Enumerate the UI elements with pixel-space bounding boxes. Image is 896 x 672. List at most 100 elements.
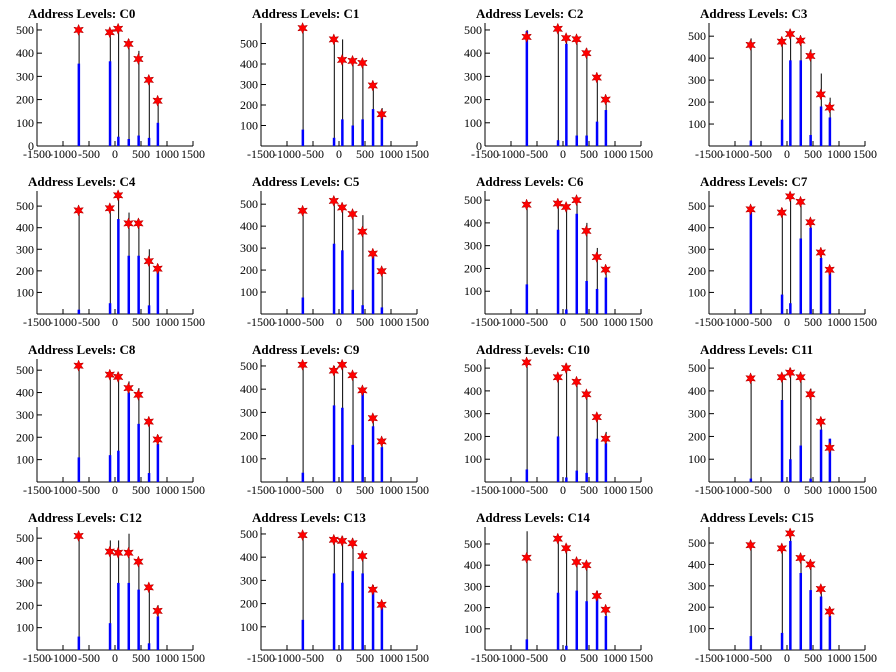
bar <box>301 129 305 146</box>
star-marker <box>367 412 379 425</box>
y-tick-label: 300 <box>16 408 34 422</box>
x-tick-label: 1000 <box>827 483 851 497</box>
star-marker <box>560 31 572 45</box>
bar <box>565 309 568 314</box>
bar <box>77 63 81 147</box>
star-marker <box>73 23 84 37</box>
x-tick-label: 1500 <box>405 315 429 329</box>
x-tick-label: 500 <box>804 315 822 329</box>
x-tick-label: -500 <box>526 315 548 329</box>
star-marker <box>571 375 582 388</box>
x-tick-label: 1500 <box>853 315 877 329</box>
y-tick-label: 100 <box>16 453 34 467</box>
y-tick-label: 500 <box>240 197 258 211</box>
y-tick-label: 100 <box>240 285 258 299</box>
x-tick-label: -1000 <box>721 147 749 161</box>
bar <box>565 645 568 650</box>
bar <box>127 255 131 314</box>
star-marker <box>336 53 348 67</box>
bar <box>828 117 832 146</box>
y-tick-label: 500 <box>240 527 258 541</box>
star-marker <box>143 254 155 268</box>
y-tick-label: 400 <box>464 384 482 398</box>
chart-title: Address Levels: C12 <box>28 510 142 525</box>
x-tick-label: -1500 <box>471 651 499 665</box>
y-tick-label: 100 <box>688 117 706 131</box>
chart-svg: 0 100 200 300 400 500 -1500-1000 -500 0 500 1000 15… <box>16 22 205 161</box>
x-tick-label: 1500 <box>629 315 653 329</box>
x-tick-label: -1000 <box>497 315 525 329</box>
chart-svg: 100 200 300 400 500 -1500-1000 -500 0 500 1000 150… <box>688 23 877 161</box>
y-tick-label: 200 <box>688 600 706 614</box>
bar <box>117 582 120 650</box>
y-tick-label: 500 <box>688 29 706 43</box>
x-tick-label: 0 <box>560 483 566 497</box>
bar <box>828 273 832 314</box>
x-tick-label: 0 <box>784 315 790 329</box>
x-tick-label: 0 <box>336 315 342 329</box>
y-tick-label: 100 <box>688 285 706 299</box>
y-tick-label: 0 <box>28 139 34 153</box>
star-marker <box>581 224 592 238</box>
y-tick-label: 200 <box>240 263 258 277</box>
bar <box>780 400 784 482</box>
bar <box>525 31 529 146</box>
bar <box>147 305 151 314</box>
bar <box>809 590 812 650</box>
y-tick-label: 100 <box>464 622 482 636</box>
x-tick-label: -1500 <box>695 651 723 665</box>
star-marker <box>328 533 340 546</box>
x-tick-label: 0 <box>784 147 790 161</box>
x-tick-label: -500 <box>78 315 100 329</box>
chart-svg: 100 200 300 400 500 -1500-1000 -500 0 500 1000 150… <box>16 359 205 497</box>
y-tick-label: 100 <box>16 285 34 299</box>
star-marker <box>152 94 163 107</box>
bar <box>108 303 112 314</box>
bar <box>585 601 588 650</box>
x-tick-label: 1000 <box>827 147 851 161</box>
star-marker <box>815 88 827 101</box>
x-tick-label: -1500 <box>23 651 51 665</box>
bar <box>575 590 579 650</box>
y-tick-label: 400 <box>16 386 34 400</box>
bar <box>380 608 384 650</box>
bar <box>575 470 579 482</box>
star-marker <box>784 527 796 540</box>
star-marker <box>112 546 124 559</box>
x-tick-label: 1500 <box>405 147 429 161</box>
y-tick-label: 500 <box>464 193 482 207</box>
x-tick-label: 1000 <box>603 651 627 665</box>
star-marker <box>745 539 756 552</box>
bar <box>301 297 305 314</box>
star-marker <box>824 101 835 114</box>
bar <box>341 407 344 482</box>
chart-panel: Address Levels: C12 100 200 300 400 500 -1500-… <box>0 504 224 672</box>
bar <box>108 455 112 482</box>
chart-panel: Address Levels: C6 100 200 300 400 500 -1500 -1… <box>448 168 672 336</box>
bar <box>789 459 792 482</box>
star-marker <box>104 26 116 39</box>
star-marker <box>104 368 116 381</box>
x-tick-label: 1000 <box>603 315 627 329</box>
y-tick-label: 300 <box>688 242 706 256</box>
x-tick-label: -500 <box>302 315 324 329</box>
bar <box>301 472 305 482</box>
x-tick-label: -500 <box>302 147 324 161</box>
y-tick-label: 400 <box>240 382 258 396</box>
star-marker <box>521 198 532 211</box>
star-marker <box>123 217 134 230</box>
bar <box>371 426 375 482</box>
star-marker <box>297 204 308 217</box>
x-tick-label: -500 <box>526 651 548 665</box>
star-marker <box>143 581 155 594</box>
chart-svg: 100 200 300 400 500 -1500-1000 -500 0 500 1000 150… <box>464 527 653 665</box>
x-tick-label: -500 <box>750 651 772 665</box>
x-tick-label: -1000 <box>49 483 77 497</box>
star-marker <box>104 202 116 215</box>
star-marker <box>152 262 163 275</box>
chart-title: Address Levels: C9 <box>252 342 360 357</box>
bar <box>156 443 160 482</box>
bar <box>809 135 812 146</box>
star-marker <box>805 216 816 229</box>
